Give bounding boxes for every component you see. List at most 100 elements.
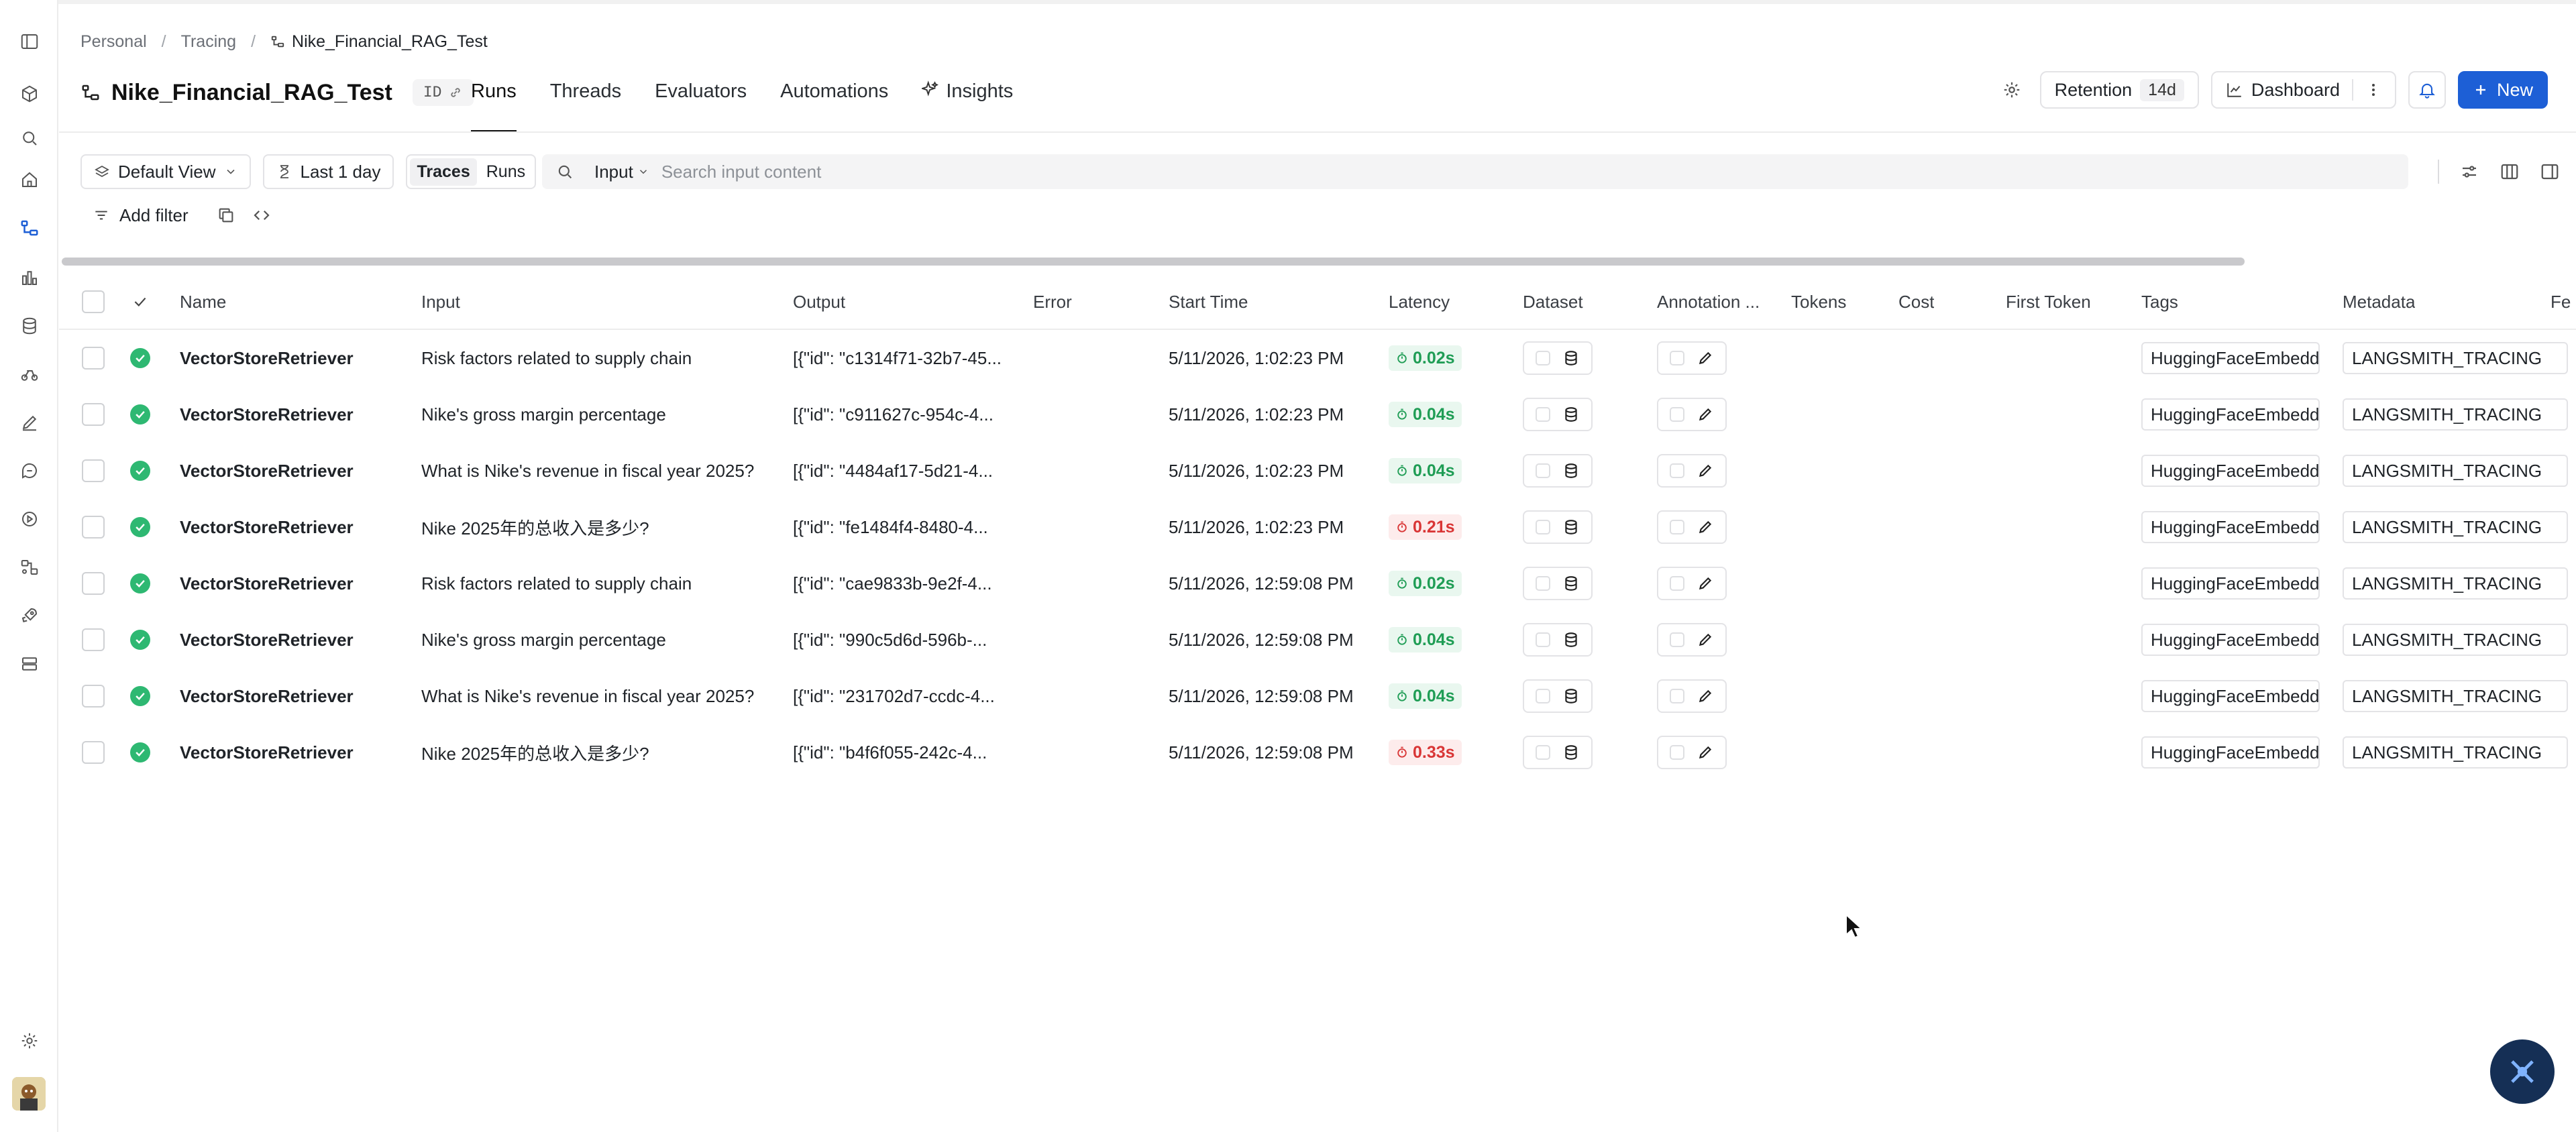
traces-toggle[interactable]: Traces: [410, 158, 477, 186]
new-button[interactable]: New: [2457, 71, 2548, 109]
column-header-output[interactable]: Output: [793, 291, 846, 312]
tab-runs[interactable]: Runs: [471, 71, 517, 133]
annotate-button[interactable]: [1657, 612, 1727, 668]
search-icon[interactable]: [0, 119, 58, 157]
settings-icon[interactable]: [0, 1022, 58, 1060]
breadcrumb-tracing[interactable]: Tracing: [180, 32, 237, 51]
table-row[interactable]: VectorStoreRetriever Risk factors relate…: [59, 555, 2576, 612]
side-panel-icon[interactable]: [2540, 162, 2560, 182]
status-success-icon: [130, 386, 150, 443]
table-row[interactable]: VectorStoreRetriever Nike's gross margin…: [59, 386, 2576, 443]
playground-icon[interactable]: [0, 500, 58, 538]
deploy-icon[interactable]: [0, 597, 58, 634]
column-header-name[interactable]: Name: [180, 291, 227, 312]
add-to-dataset-button[interactable]: [1523, 499, 1593, 555]
run-name[interactable]: VectorStoreRetriever: [180, 742, 354, 762]
tab-insights[interactable]: Insights: [922, 71, 1013, 133]
prompts-icon[interactable]: [0, 404, 58, 441]
home-icon[interactable]: [0, 161, 58, 199]
select-all-checkbox[interactable]: [82, 274, 105, 330]
column-header-input[interactable]: Input: [421, 291, 460, 312]
table-row[interactable]: VectorStoreRetriever Nike 2025年的总收入是多少? …: [59, 499, 2576, 555]
deployments-icon[interactable]: [0, 75, 58, 113]
data-icon[interactable]: [0, 645, 58, 683]
row-checkbox[interactable]: [82, 499, 105, 555]
annotate-button[interactable]: [1657, 386, 1727, 443]
table-row[interactable]: VectorStoreRetriever What is Nike's reve…: [59, 668, 2576, 724]
notifications-button[interactable]: [2408, 71, 2446, 109]
tab-automations[interactable]: Automations: [780, 71, 888, 133]
row-checkbox[interactable]: [82, 443, 105, 499]
run-name[interactable]: VectorStoreRetriever: [180, 460, 354, 481]
column-header-start-time[interactable]: Start Time: [1169, 291, 1248, 312]
integrations-icon[interactable]: [0, 549, 58, 586]
add-to-dataset-button[interactable]: [1523, 724, 1593, 781]
add-to-dataset-button[interactable]: [1523, 330, 1593, 386]
copy-icon[interactable]: [217, 206, 235, 225]
add-to-dataset-button[interactable]: [1523, 612, 1593, 668]
run-name[interactable]: VectorStoreRetriever: [180, 516, 354, 537]
column-header-latency[interactable]: Latency: [1389, 291, 1450, 312]
run-name[interactable]: VectorStoreRetriever: [180, 347, 354, 368]
add-filter-button[interactable]: Add filter: [80, 205, 201, 226]
breadcrumb-personal[interactable]: Personal: [80, 32, 147, 51]
panel-toggle-icon[interactable]: [0, 23, 58, 60]
column-header-feedback[interactable]: Fe: [2551, 291, 2571, 312]
table-row[interactable]: VectorStoreRetriever Nike's gross margin…: [59, 612, 2576, 668]
time-range-selector[interactable]: Last 1 day: [262, 154, 394, 189]
project-id-button[interactable]: ID: [412, 79, 474, 106]
add-to-dataset-button[interactable]: [1523, 668, 1593, 724]
runs-toggle[interactable]: Runs: [486, 162, 526, 181]
tab-threads[interactable]: Threads: [550, 71, 621, 133]
search-field-selector[interactable]: Input: [594, 162, 649, 182]
annotation-queues-icon[interactable]: [0, 452, 58, 490]
annotate-button[interactable]: [1657, 724, 1727, 781]
retention-button[interactable]: Retention 14d: [2039, 71, 2199, 109]
column-header-first-token[interactable]: First Token: [2006, 291, 2091, 312]
row-checkbox[interactable]: [82, 612, 105, 668]
run-name[interactable]: VectorStoreRetriever: [180, 685, 354, 706]
avatar[interactable]: [12, 1077, 46, 1111]
table-row[interactable]: VectorStoreRetriever Nike 2025年的总收入是多少? …: [59, 724, 2576, 781]
add-to-dataset-button[interactable]: [1523, 443, 1593, 499]
column-header-dataset[interactable]: Dataset: [1523, 291, 1583, 312]
annotate-button[interactable]: [1657, 330, 1727, 386]
add-to-dataset-button[interactable]: [1523, 386, 1593, 443]
dashboard-button[interactable]: Dashboard: [2210, 71, 2396, 109]
horizontal-scrollbar[interactable]: [62, 258, 2245, 266]
sliders-icon[interactable]: [2459, 162, 2479, 182]
search-input[interactable]: Input Search input content: [542, 154, 2408, 189]
table-row[interactable]: VectorStoreRetriever What is Nike's reve…: [59, 443, 2576, 499]
column-header-tags[interactable]: Tags: [2141, 291, 2178, 312]
experiments-icon[interactable]: [0, 355, 58, 393]
annotate-button[interactable]: [1657, 443, 1727, 499]
column-header-cost[interactable]: Cost: [1898, 291, 1935, 312]
tab-evaluators[interactable]: Evaluators: [655, 71, 747, 133]
annotate-button[interactable]: [1657, 668, 1727, 724]
run-name[interactable]: VectorStoreRetriever: [180, 573, 354, 593]
column-header-metadata[interactable]: Metadata: [2343, 291, 2416, 312]
project-settings-button[interactable]: [1996, 71, 2028, 109]
datasets-icon[interactable]: [0, 307, 58, 345]
annotate-button[interactable]: [1657, 499, 1727, 555]
table-row[interactable]: VectorStoreRetriever Risk factors relate…: [59, 330, 2576, 386]
row-checkbox[interactable]: [82, 555, 105, 612]
chat-assistant-button[interactable]: [2490, 1039, 2555, 1104]
tracing-icon[interactable]: [0, 209, 58, 247]
row-checkbox[interactable]: [82, 330, 105, 386]
dashboards-icon[interactable]: [0, 259, 58, 296]
annotate-button[interactable]: [1657, 555, 1727, 612]
run-name[interactable]: VectorStoreRetriever: [180, 404, 354, 424]
add-to-dataset-button[interactable]: [1523, 555, 1593, 612]
row-checkbox[interactable]: [82, 386, 105, 443]
row-checkbox[interactable]: [82, 724, 105, 781]
row-checkbox[interactable]: [82, 668, 105, 724]
run-name[interactable]: VectorStoreRetriever: [180, 629, 354, 650]
more-vertical-icon[interactable]: [2365, 82, 2381, 98]
column-header-annotation[interactable]: Annotation ...: [1657, 291, 1760, 312]
columns-icon[interactable]: [2500, 162, 2520, 182]
code-icon[interactable]: [252, 205, 272, 225]
column-header-error[interactable]: Error: [1033, 291, 1072, 312]
column-header-tokens[interactable]: Tokens: [1791, 291, 1847, 312]
view-selector[interactable]: Default View: [80, 154, 251, 189]
